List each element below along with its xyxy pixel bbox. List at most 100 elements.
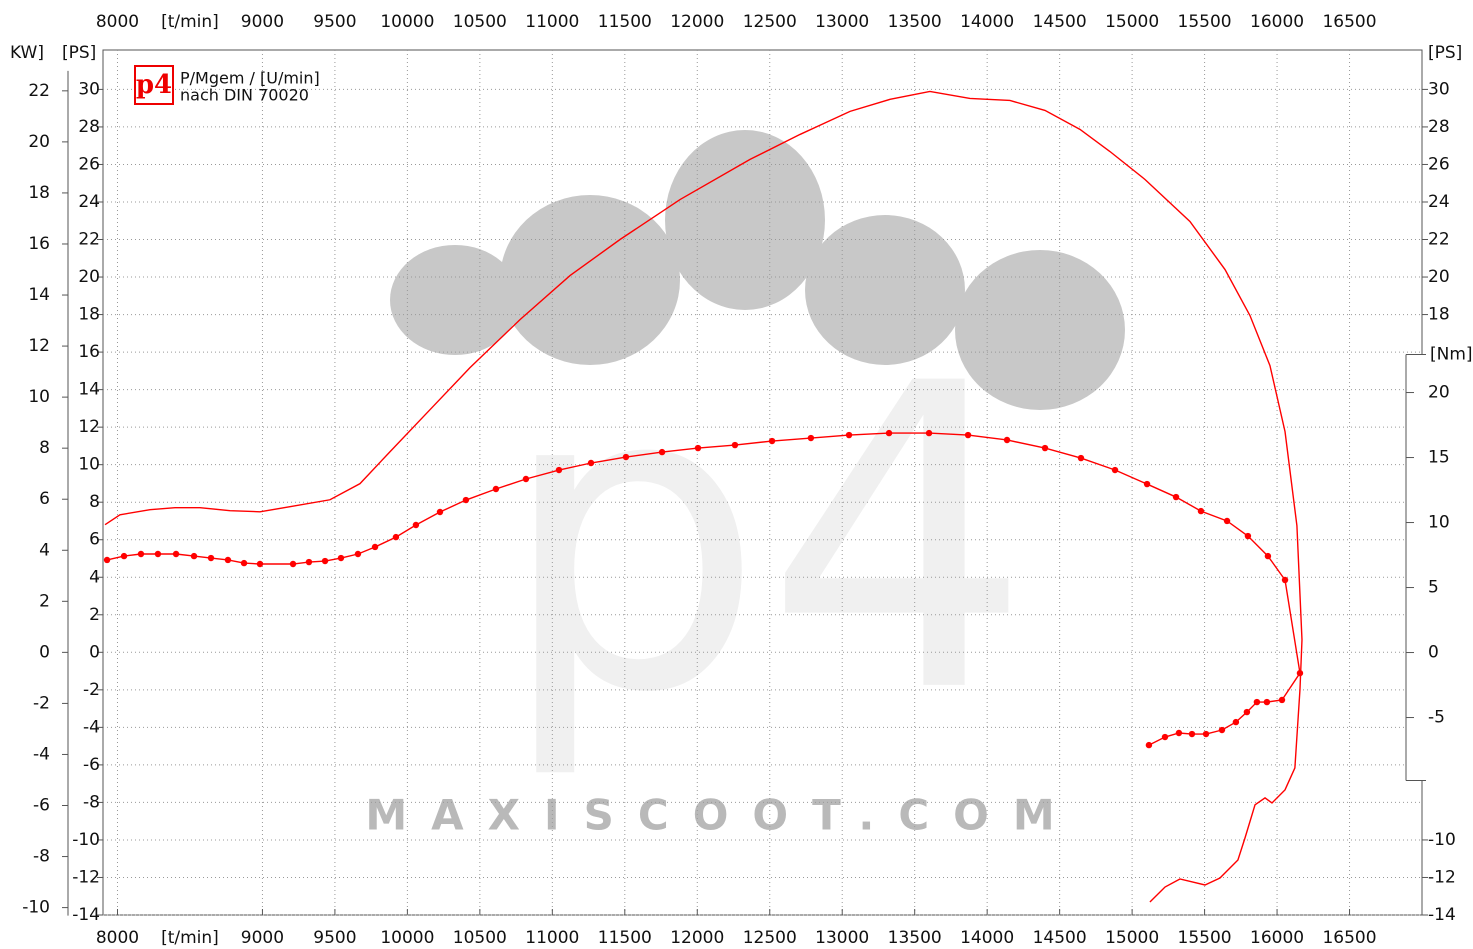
x-tick-label: 14500 — [1033, 928, 1087, 948]
x-tick-label: 9000 — [241, 12, 284, 32]
y-tick-label: -10 — [72, 830, 100, 850]
data-point — [1162, 734, 1168, 740]
nm-tick-label: 20 — [1428, 383, 1450, 403]
data-point — [355, 551, 361, 557]
data-point — [588, 460, 594, 466]
y-tick-label-right: 24 — [1428, 192, 1450, 212]
data-point — [769, 438, 775, 444]
x-tick-label: 15500 — [1178, 12, 1232, 32]
nm-tick-label: 10 — [1428, 513, 1450, 533]
data-point — [659, 449, 665, 455]
data-point — [1203, 731, 1209, 737]
y-tick-label: 4 — [89, 567, 100, 587]
kw-tick-label: 16 — [28, 234, 50, 254]
data-point — [1265, 553, 1271, 559]
data-point — [173, 551, 179, 557]
data-point — [1144, 481, 1150, 487]
data-point — [338, 555, 344, 561]
y-tick-label: -6 — [83, 755, 100, 775]
kw-tick-label: 2 — [39, 591, 50, 611]
data-point — [413, 522, 419, 528]
data-point — [463, 497, 469, 503]
data-point — [1224, 518, 1230, 524]
kw-tick-label: 22 — [28, 81, 50, 101]
data-point — [965, 432, 971, 438]
y-tick-label: 30 — [78, 79, 100, 99]
x-tick-label: 11000 — [525, 928, 579, 948]
data-point — [1297, 670, 1303, 676]
data-point — [1279, 697, 1285, 703]
data-point — [523, 476, 529, 482]
y-tick-label: 2 — [89, 605, 100, 625]
x-tick-label: 11000 — [525, 12, 579, 32]
watermark-logo: p4 — [498, 296, 1032, 785]
y-tick-label: 28 — [78, 117, 100, 137]
y-tick-label: 12 — [78, 417, 100, 437]
y-tick-label: -8 — [83, 792, 100, 812]
kw-tick-label: 6 — [39, 489, 50, 509]
y-tick-label: 22 — [78, 230, 100, 250]
data-point — [1112, 467, 1118, 473]
data-point — [1198, 508, 1204, 514]
x-tick-label: 9500 — [313, 928, 356, 948]
y-tick-label: -2 — [83, 680, 100, 700]
y-tick-label: -4 — [83, 717, 100, 737]
kw-tick-label: 4 — [39, 540, 50, 560]
x-tick-label: 13000 — [815, 928, 869, 948]
y-tick-label: 10 — [78, 455, 100, 475]
y-tick-label: 6 — [89, 530, 100, 550]
y-tick-label: 26 — [78, 154, 100, 174]
logo: p4 — [136, 70, 172, 100]
kw-axis-label: KW] — [10, 43, 44, 63]
x-tick-label: 13000 — [815, 12, 869, 32]
data-point — [623, 454, 629, 460]
x-tick-label: 16500 — [1322, 12, 1376, 32]
nm-tick-label: 5 — [1428, 578, 1439, 598]
x-tick-label: 8000 — [96, 12, 139, 32]
x-tick-label: 14000 — [960, 928, 1014, 948]
x-tick-label: 14000 — [960, 12, 1014, 32]
y-tick-label-right: -14 — [1428, 905, 1456, 925]
chart: p4 MAXISCOOT.COM 80008000900090009500950… — [0, 0, 1473, 949]
data-point — [372, 544, 378, 550]
kw-tick-label: -6 — [33, 796, 50, 816]
nm-tick-label: 15 — [1428, 448, 1450, 468]
kw-tick-label: -10 — [22, 898, 50, 918]
data-point — [322, 558, 328, 564]
y-tick-label-right: 20 — [1428, 267, 1450, 287]
data-point — [1264, 699, 1270, 705]
y-tick-label-right: 26 — [1428, 154, 1450, 174]
watermark-text: MAXISCOOT.COM — [365, 791, 1078, 840]
x-tick-label: 12000 — [670, 928, 724, 948]
data-point — [1219, 727, 1225, 733]
data-point — [886, 430, 892, 436]
x-unit-label: [t/min] — [161, 12, 219, 32]
data-point — [1176, 730, 1182, 736]
x-tick-label: 16000 — [1250, 928, 1304, 948]
ps-axis-label-right: [PS] — [1428, 43, 1462, 63]
data-point — [556, 467, 562, 473]
x-tick-label: 12500 — [743, 12, 797, 32]
kw-tick-label: 0 — [39, 642, 50, 662]
y-tick-label-right: -12 — [1428, 867, 1456, 887]
data-point — [1189, 731, 1195, 737]
kw-tick-label: 10 — [28, 387, 50, 407]
nm-tick-label: -5 — [1428, 708, 1445, 728]
kw-tick-label: 8 — [39, 438, 50, 458]
data-point — [1233, 719, 1239, 725]
data-point — [104, 557, 110, 563]
x-tick-label: 13500 — [888, 928, 942, 948]
data-point — [121, 553, 127, 559]
x-tick-label: 14500 — [1033, 12, 1087, 32]
y-tick-label: 16 — [78, 342, 100, 362]
kw-tick-label: 18 — [28, 183, 50, 203]
x-tick-label: 15000 — [1105, 928, 1159, 948]
nm-tick-label: 0 — [1428, 643, 1439, 663]
y-tick-label: 8 — [89, 492, 100, 512]
data-point — [155, 551, 161, 557]
data-point — [1078, 455, 1084, 461]
x-tick-label: 15000 — [1105, 12, 1159, 32]
data-point — [225, 557, 231, 563]
legend-text: nach DIN 70020 — [180, 86, 309, 105]
y-tick-label: 24 — [78, 192, 100, 212]
